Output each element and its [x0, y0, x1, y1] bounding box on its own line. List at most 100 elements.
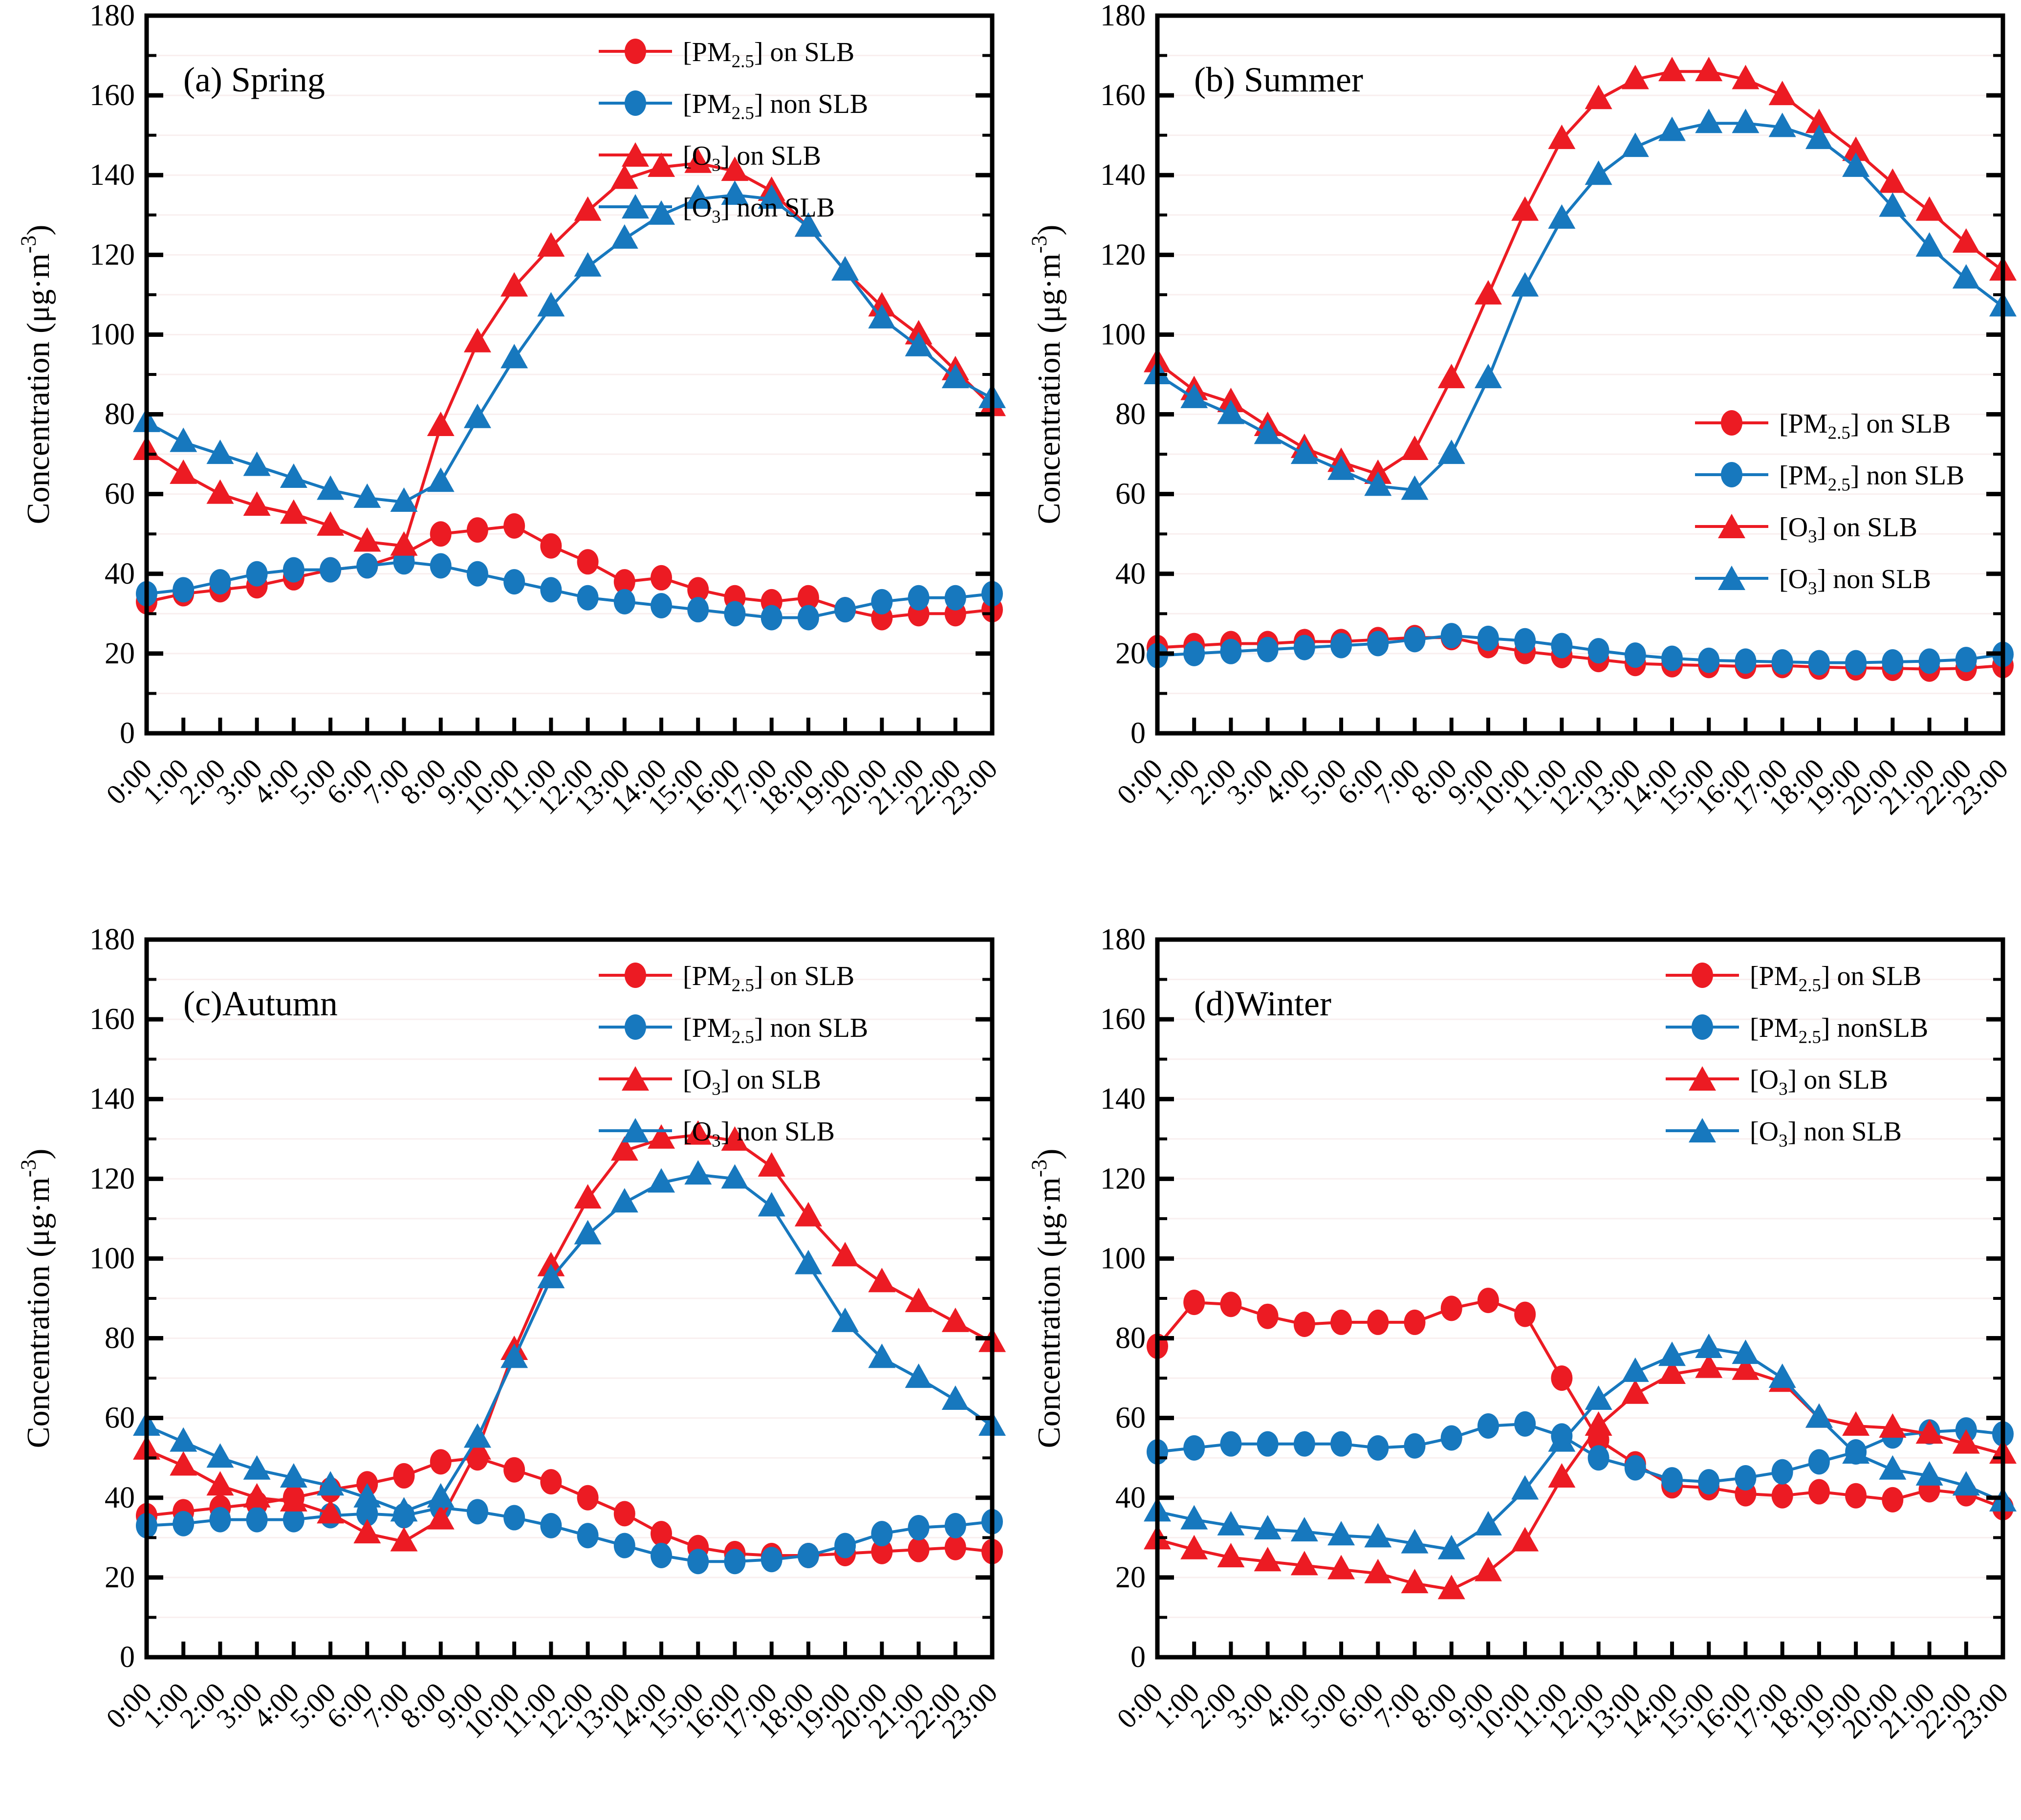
data-point-triangle — [1621, 65, 1649, 89]
data-point-circle — [1477, 1288, 1499, 1314]
data-point-circle — [246, 1507, 268, 1533]
data-point-triangle — [206, 439, 234, 464]
data-point-circle — [1257, 1431, 1279, 1457]
data-point-triangle — [684, 1160, 712, 1185]
legend-label: [PM2.5​] non SLB — [683, 1013, 868, 1047]
data-point-triangle — [1474, 1511, 1502, 1535]
y-tick-label: 40 — [1115, 557, 1146, 591]
data-point-circle — [1514, 628, 1536, 654]
data-point-triangle — [1952, 264, 1980, 289]
data-point-circle — [1882, 1487, 1904, 1513]
data-point-circle — [1587, 638, 1609, 664]
data-point-circle — [797, 585, 819, 611]
data-point-triangle — [280, 463, 307, 488]
data-point-circle — [503, 1505, 525, 1531]
data-point-triangle — [1437, 439, 1465, 464]
y-tick-label: 180 — [1100, 929, 1146, 956]
axes: 0204060801001201401601800:001:002:003:00… — [1100, 929, 2014, 1745]
data-point-triangle — [1254, 1547, 1282, 1572]
axes: 0204060801001201401601800:001:002:003:00… — [89, 929, 1003, 1745]
legend-label: [O3​] on SLB — [683, 1065, 821, 1099]
data-point-triangle — [1695, 1333, 1723, 1358]
data-point-triangle — [427, 1505, 455, 1530]
data-point-triangle — [831, 256, 859, 281]
data-point-triangle — [1585, 160, 1612, 185]
data-point-circle — [1692, 963, 1713, 988]
data-point-circle — [1257, 1303, 1279, 1329]
y-tick-label: 180 — [89, 929, 135, 956]
y-tick-label: 120 — [1100, 238, 1146, 271]
data-point-circle — [1367, 1309, 1389, 1335]
data-point-circle — [1404, 627, 1426, 653]
chart-c: 0204060801001201401601800:001:002:003:00… — [16, 929, 1006, 1745]
series--o-3-non-slb — [133, 1160, 1006, 1522]
data-point-triangle — [317, 1471, 345, 1496]
y-tick-label: 100 — [1100, 1242, 1146, 1275]
data-point-triangle — [243, 1455, 271, 1480]
data-point-triangle — [1689, 1118, 1716, 1142]
data-point-circle — [1220, 638, 1242, 664]
y-tick-label: 100 — [1100, 318, 1146, 351]
data-point-circle — [1183, 1435, 1205, 1461]
data-point-triangle — [317, 475, 345, 500]
data-point-circle — [651, 593, 673, 619]
data-point-triangle — [1952, 228, 1980, 253]
data-point-triangle — [1290, 1551, 1318, 1576]
data-point-circle — [1330, 1309, 1352, 1335]
legend: [PM2.5​] on SLB [PM2.5​] non SLB [O3​] on … — [599, 37, 868, 227]
data-point-triangle — [1364, 1523, 1392, 1548]
data-point-circle — [1735, 1465, 1757, 1491]
data-point-triangle — [1621, 1379, 1649, 1404]
data-point-triangle — [1401, 475, 1429, 500]
y-tick-label: 160 — [1100, 1003, 1146, 1036]
data-point-triangle — [1401, 1569, 1429, 1594]
data-point-circle — [1367, 1435, 1389, 1461]
data-point-circle — [1624, 642, 1646, 668]
data-point-triangle — [1915, 1419, 1943, 1444]
data-point-triangle — [1695, 109, 1723, 133]
data-point-circle — [871, 1538, 893, 1564]
data-point-triangle — [721, 1164, 749, 1189]
data-point-circle — [1440, 623, 1462, 649]
data-point-triangle — [1511, 196, 1539, 221]
data-point-triangle — [1805, 109, 1833, 133]
y-tick-label: 80 — [105, 1322, 135, 1355]
data-point-circle — [1220, 1292, 1242, 1317]
data-point-circle — [1845, 650, 1867, 676]
data-point-triangle — [1695, 1353, 1723, 1378]
legend-label: [O3​] on SLB — [1750, 1065, 1888, 1099]
chart-b: 0204060801001201401601800:001:002:003:00… — [1027, 5, 2017, 821]
y-tick-label: 0 — [120, 1641, 135, 1674]
legend-label: [O3​] non SLB — [683, 1117, 835, 1151]
data-point-circle — [761, 605, 782, 631]
data-point-circle — [797, 1543, 819, 1569]
data-point-circle — [1721, 410, 1742, 436]
data-point-triangle — [721, 180, 749, 205]
axes: 0204060801001201401601800:001:002:003:00… — [89, 5, 1003, 821]
data-point-triangle — [684, 184, 712, 209]
legend: [PM2.5​] on SLB [PM2.5​] non SLB [O3​] on … — [1695, 409, 1964, 598]
data-point-triangle — [1768, 112, 1796, 137]
data-point-circle — [1440, 1425, 1462, 1451]
y-axis-label: Concentration (μg·m-3​) — [1027, 225, 1067, 525]
data-point-circle — [1514, 1411, 1536, 1437]
data-point-triangle — [243, 1483, 271, 1508]
data-point-circle — [613, 1533, 635, 1558]
data-point-circle — [577, 1485, 599, 1511]
data-point-triangle — [610, 164, 638, 189]
data-point-circle — [944, 585, 966, 611]
data-point-circle — [173, 1511, 195, 1536]
data-point-circle — [1367, 631, 1389, 657]
data-point-circle — [613, 589, 635, 614]
legend-label: [PM2.5​] nonSLB — [1750, 1013, 1928, 1047]
data-point-triangle — [941, 1385, 969, 1410]
y-tick-label: 120 — [89, 1162, 135, 1195]
y-tick-label: 20 — [105, 1561, 135, 1594]
data-point-triangle — [1290, 439, 1318, 464]
data-point-circle — [173, 577, 195, 603]
y-tick-label: 100 — [89, 1242, 135, 1275]
data-point-triangle — [1180, 383, 1208, 408]
data-point-triangle — [648, 152, 675, 177]
data-point-triangle — [280, 1487, 307, 1512]
data-point-circle — [1330, 1431, 1352, 1457]
